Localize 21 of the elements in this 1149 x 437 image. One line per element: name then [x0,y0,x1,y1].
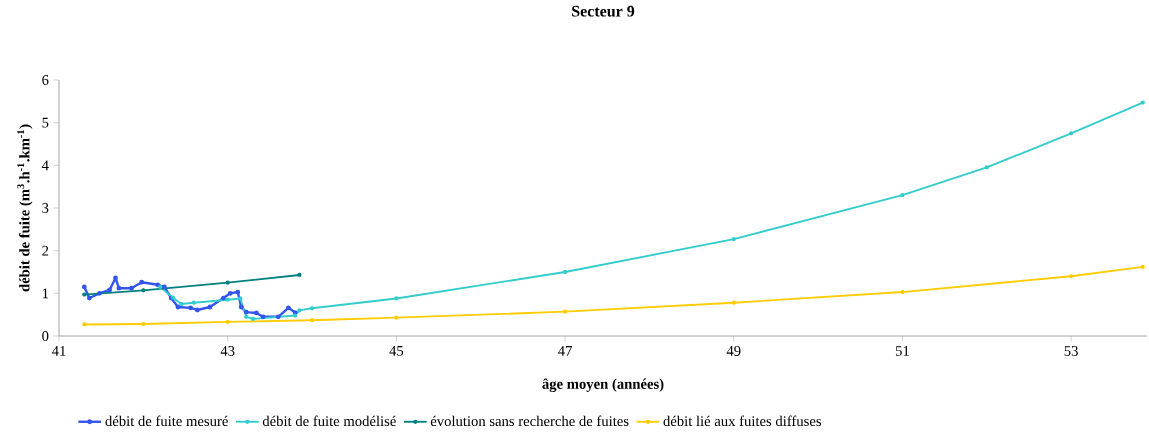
chart-title: Secteur 9 [572,5,635,17]
legend-label: débit lié aux fuites diffuses [663,415,822,427]
x-tick-label: 47 [558,346,572,356]
legend-label: débit de fuite mesuré [105,415,228,427]
x-axis-title: âge moyen (années) [542,378,664,392]
y-tick-label: 2 [42,245,49,256]
y-tick-label: 6 [42,75,49,85]
y-axis-title: débit de fuite (m$^{3}$.h$^{-1}$.km$^{-1}$) [17,124,33,292]
y-tick-label: 1 [42,288,49,299]
x-tick-label: 43 [220,346,235,356]
legend-label: débit de fuite modélisé [262,415,396,427]
x-tick-label: 45 [389,346,404,356]
x-tick-label: 53 [1064,346,1078,356]
x-tick-label: 51 [895,346,909,356]
y-tick-label: 4 [41,160,49,171]
y-tick-label: 5 [42,117,49,128]
y-tick-label: 0 [42,331,49,341]
legend-label: évolution sans recherche de fuites [430,415,629,427]
x-tick-label: 49 [726,346,741,356]
x-tick-label: 41 [51,346,66,356]
y-tick-label: 3 [42,203,49,213]
